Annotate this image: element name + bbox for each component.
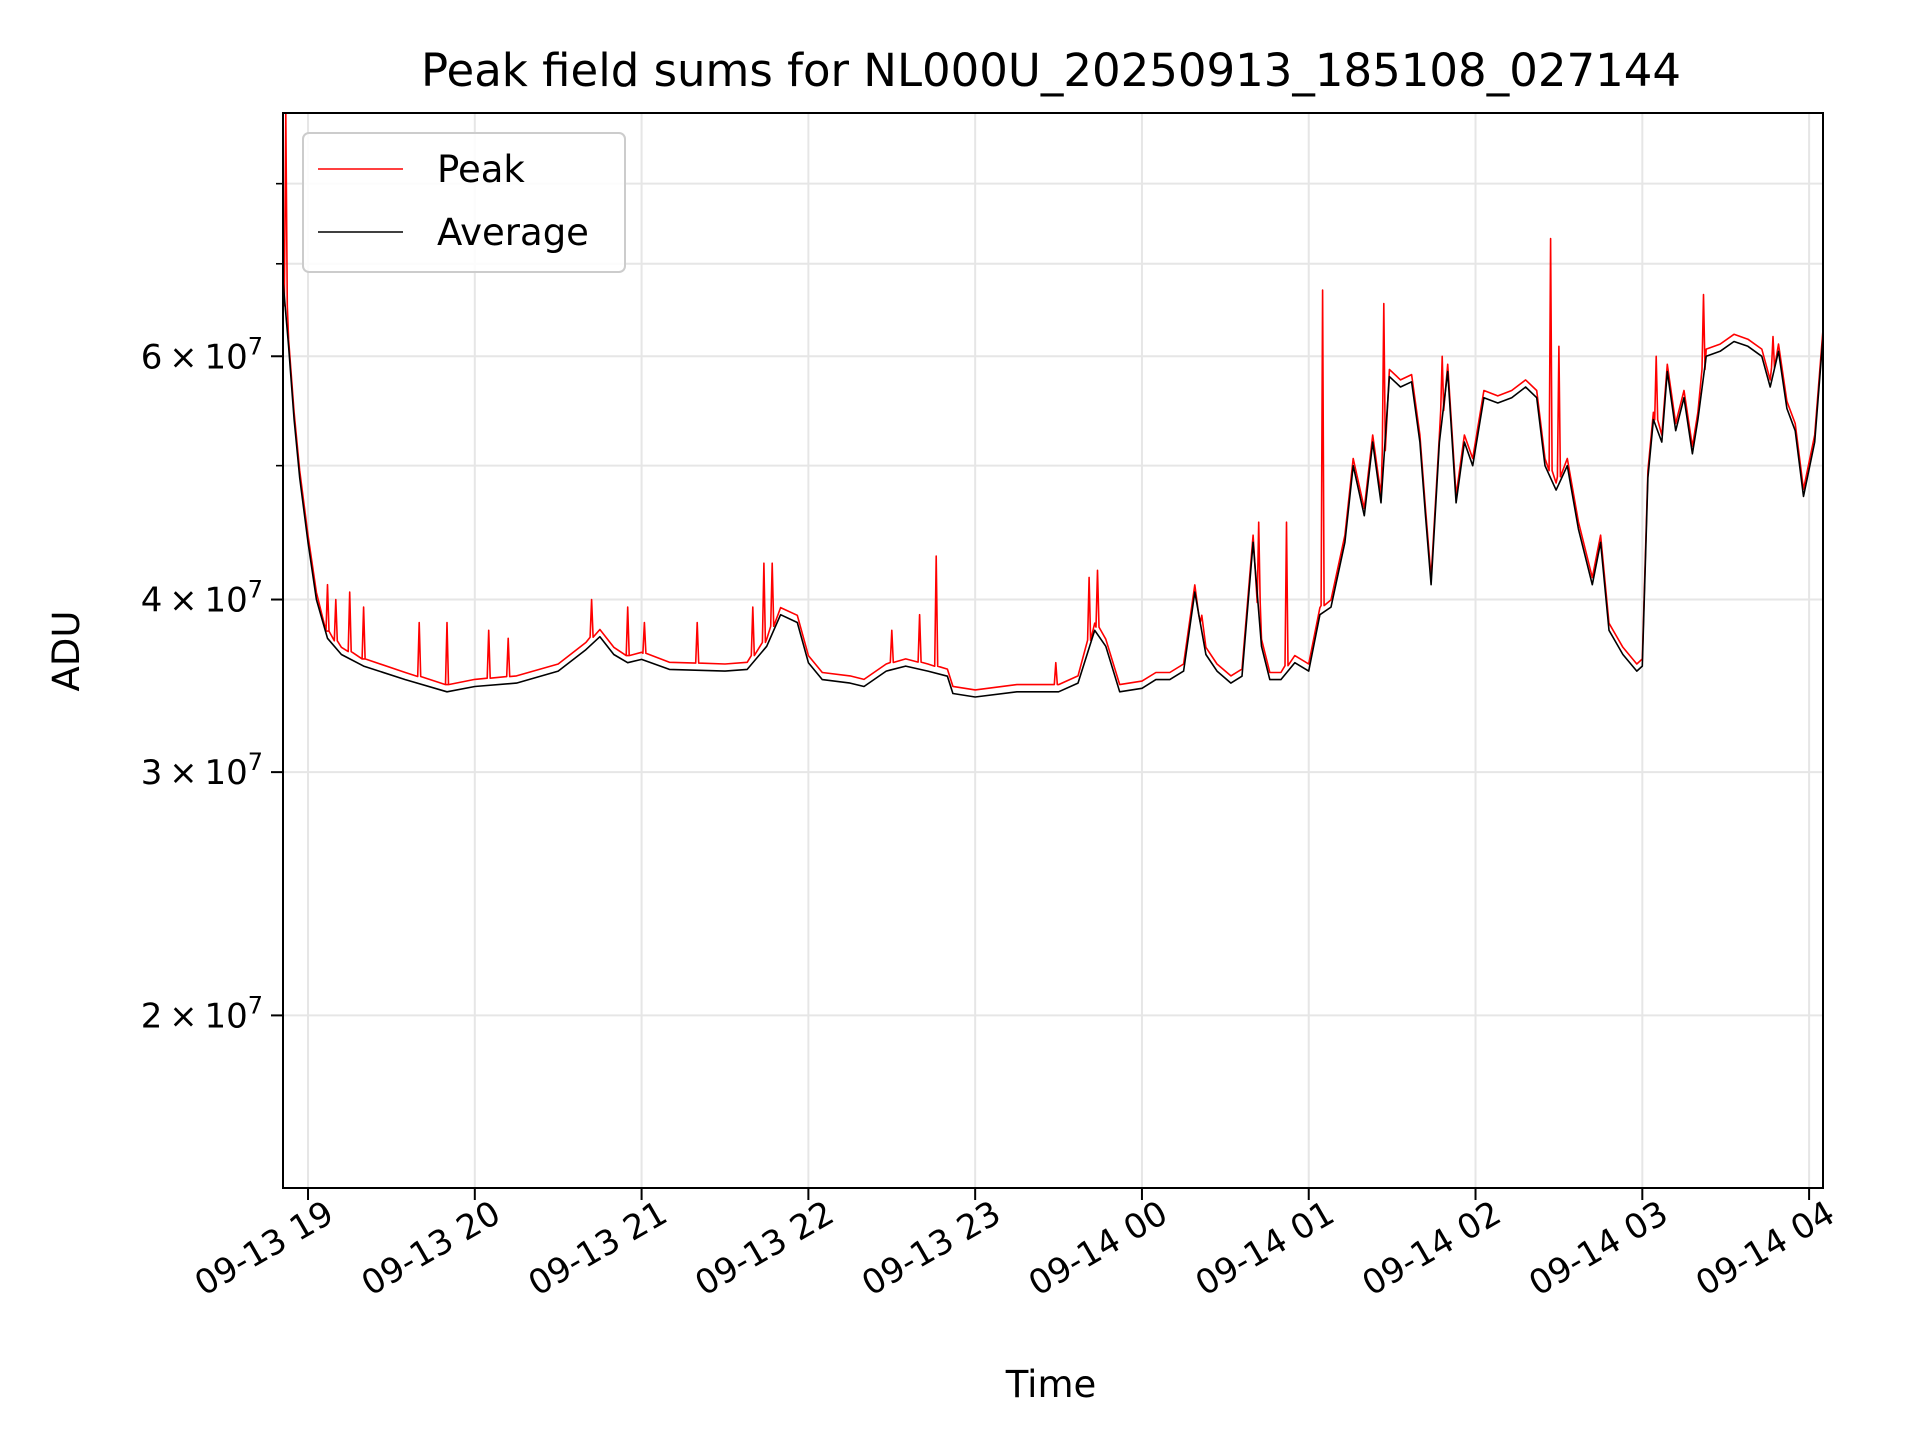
y-axis-label: ADU: [45, 611, 88, 692]
legend: Peak Average: [302, 132, 626, 273]
legend-label-average: Average: [437, 211, 589, 254]
series-line-peak: [282, 112, 1824, 691]
y-tick-label: 2 × 107: [141, 991, 263, 1036]
legend-label-peak: Peak: [437, 148, 525, 191]
legend-box: [302, 132, 626, 273]
y-tick-label: 3 × 107: [141, 748, 263, 793]
y-tick-label: 4 × 107: [141, 576, 263, 621]
plot-frame: [282, 112, 1824, 1189]
y-tick-label: 6 × 107: [141, 332, 263, 377]
series-line-average: [282, 281, 1824, 698]
plot-area: [283, 113, 1823, 1188]
x-axis-label: Time: [1005, 1363, 1097, 1406]
chart-title: Peak field sums for NL000U_20250913_1851…: [421, 44, 1681, 97]
series-layer: [282, 112, 1824, 698]
